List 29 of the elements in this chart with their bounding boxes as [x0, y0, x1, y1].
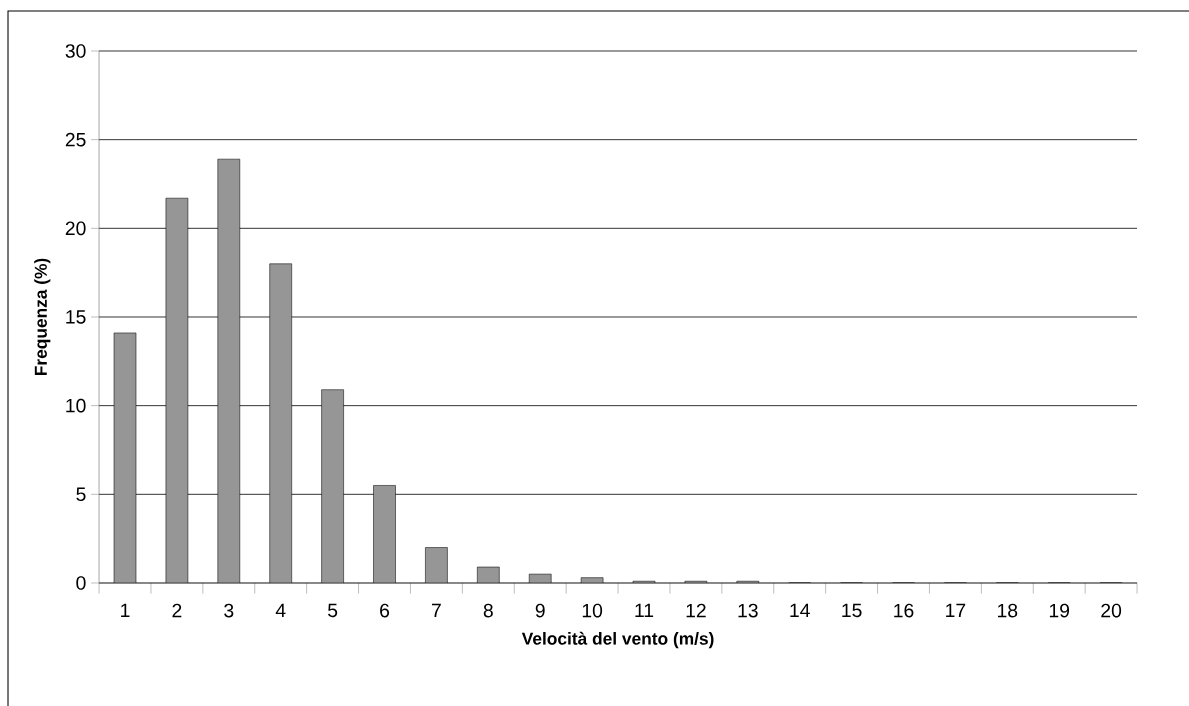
x-tick-label: 18	[998, 603, 1018, 618]
x-tick-label: 20	[1101, 603, 1122, 618]
x-tick-label: 7	[432, 603, 441, 617]
x-tick-label: 17	[946, 603, 966, 617]
x-tick-label: 15	[842, 603, 862, 618]
y-tick-label: 10	[66, 398, 86, 413]
x-tick-label: 4	[275, 603, 286, 617]
y-tick-label: 20	[65, 221, 86, 236]
x-tick-label: 8	[483, 603, 493, 618]
x-tick-label: 12	[686, 603, 706, 618]
x-axis-title: Velocità del vento (m/s)	[521, 631, 714, 649]
x-tick-label: 11	[635, 603, 654, 617]
x-tick-label: 10	[582, 603, 603, 618]
x-tick-label: 16	[894, 603, 914, 618]
y-tick-label: 5	[76, 487, 86, 502]
y-tick-label: 30	[65, 44, 86, 58]
y-tick-label: 15	[66, 310, 86, 324]
x-tick-label: 3	[224, 603, 234, 618]
y-axis-title: Frequenza (%)	[34, 258, 51, 376]
x-tick-label: 9	[535, 603, 545, 618]
x-tick-label: 5	[328, 603, 338, 618]
x-tick-label: 13	[738, 603, 758, 618]
x-tick-label: 6	[380, 603, 390, 618]
x-tick-label: 2	[172, 603, 182, 618]
y-tick-label: 25	[65, 132, 86, 147]
x-tick-label: 19	[1049, 603, 1070, 618]
y-tick-label: 0	[76, 576, 86, 590]
x-tick-label: 14	[790, 603, 810, 617]
x-tick-label: 1	[121, 603, 130, 617]
